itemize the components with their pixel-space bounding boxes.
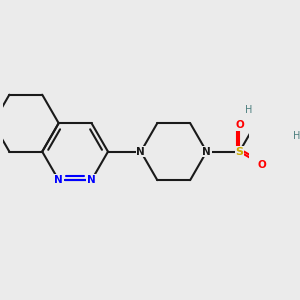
Text: N: N <box>202 147 211 157</box>
Text: N: N <box>87 175 96 185</box>
Text: N: N <box>136 147 145 157</box>
Text: H: H <box>245 105 252 116</box>
Text: O: O <box>258 160 267 170</box>
Text: S: S <box>236 147 244 157</box>
Text: N: N <box>54 175 63 185</box>
Text: H: H <box>292 131 300 141</box>
Text: O: O <box>235 120 244 130</box>
